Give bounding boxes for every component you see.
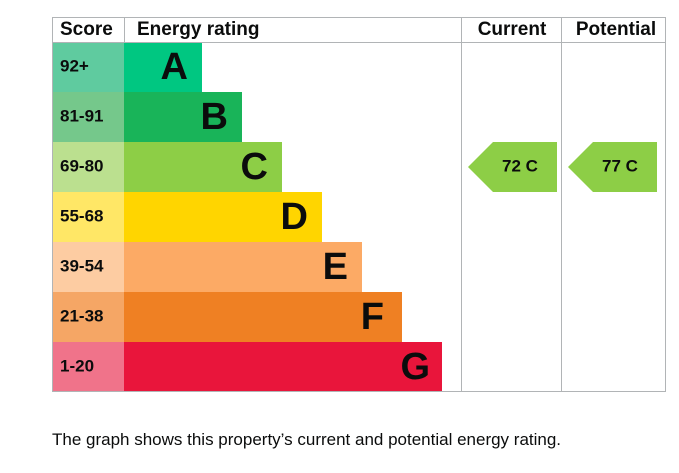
band-bar bbox=[124, 242, 362, 292]
band-letter: C bbox=[241, 146, 268, 188]
potential-arrow bbox=[568, 142, 657, 192]
band-letter: G bbox=[400, 346, 430, 388]
score-label: 21-38 bbox=[60, 306, 103, 325]
score-label: 1-20 bbox=[60, 356, 94, 375]
band-bar bbox=[124, 42, 202, 92]
score-label: 92+ bbox=[60, 56, 89, 75]
score-label: 81-91 bbox=[60, 106, 103, 125]
score-cell bbox=[52, 42, 124, 92]
score-label: 55-68 bbox=[60, 206, 103, 225]
band-letter: E bbox=[323, 246, 348, 288]
score-cell bbox=[52, 92, 124, 142]
current-rating: 72 C bbox=[502, 156, 538, 175]
band-letter: F bbox=[361, 296, 384, 338]
current-arrow bbox=[468, 142, 557, 192]
band-bar bbox=[124, 142, 282, 192]
score-cell bbox=[52, 242, 124, 292]
header-current: Current bbox=[478, 19, 547, 40]
score-label: 39-54 bbox=[60, 256, 104, 275]
band-letter: A bbox=[161, 46, 188, 88]
band-bar bbox=[124, 192, 322, 242]
band-bar bbox=[124, 292, 402, 342]
potential-rating: 77 C bbox=[602, 156, 638, 175]
table-rules bbox=[52, 17, 666, 392]
epc-graph: Score Energy rating Current Potential 92… bbox=[52, 17, 666, 392]
band-bar bbox=[124, 92, 242, 142]
score-label: 69-80 bbox=[60, 156, 103, 175]
header-rating: Energy rating bbox=[137, 19, 259, 40]
caption: The graph shows this property’s current … bbox=[52, 430, 562, 449]
score-cell bbox=[52, 192, 124, 242]
score-cell bbox=[52, 342, 124, 392]
header-score: Score bbox=[60, 19, 113, 40]
band-bar bbox=[124, 342, 442, 392]
header-potential: Potential bbox=[576, 19, 656, 40]
band-letter: B bbox=[201, 96, 228, 138]
band-letter: D bbox=[281, 196, 308, 238]
score-cell bbox=[52, 292, 124, 342]
score-cell bbox=[52, 142, 124, 192]
